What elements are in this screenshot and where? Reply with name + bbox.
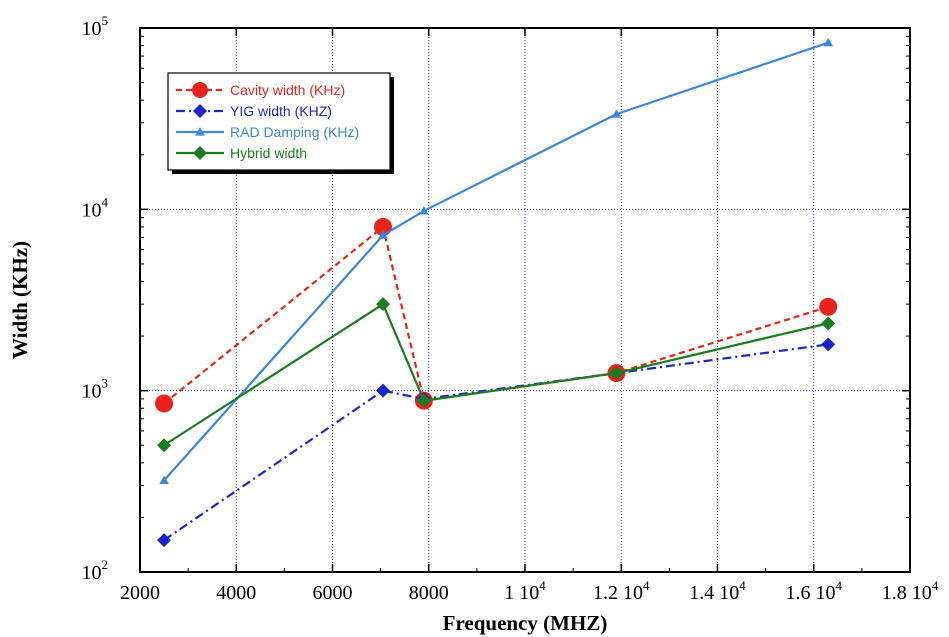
data-point [155,394,174,413]
y-tick-label: 105 [82,13,109,40]
x-tick-label-base: 2000 [120,582,160,604]
x-tick-label: 2000 [120,582,160,604]
data-point [378,230,388,239]
x-tick-label-base: 1.4 10 [689,582,739,604]
x-tick-label-base: 1.6 10 [786,582,836,604]
legend-item: Hybrid width [176,145,307,161]
x-axis-label: Frequency (MHZ) [443,611,608,635]
x-tick-label-base: 1.2 10 [593,582,643,604]
data-point [416,393,431,408]
data-point [157,438,172,453]
data-point [821,337,836,352]
x-tick-label-exp: 4 [539,578,546,593]
y-tick-label-base: 10 [82,562,102,584]
data-point [159,475,169,484]
data-point [823,37,833,47]
x-tick-label: 1.2 104 [593,578,650,604]
data-point [611,109,622,118]
legend-label: RAD Damping (KHz) [230,124,359,140]
y-tick-label-base: 10 [82,381,102,403]
series-0 [155,217,838,413]
x-tick-label-exp: 4 [932,578,939,593]
x-tick-label-exp: 4 [836,578,843,593]
series-3 [157,297,836,453]
legend-swatch-marker [193,104,207,118]
data-point [609,366,624,381]
series-line [163,302,829,447]
legend-item: RAD Damping (KHz) [176,124,359,140]
x-tick-label-base: 1 10 [504,582,539,604]
y-tick-label-exp: 4 [102,194,109,209]
series-line [163,343,829,541]
legend-label: YIG width (KHZ) [230,103,332,119]
x-tick-label-base: 6000 [313,582,353,604]
legend: Cavity width (KHz) YIG width (KHZ) RAD Dam… [167,72,394,174]
legend-swatch-marker [192,82,208,98]
x-tick-label-exp: 4 [643,578,650,593]
x-tick-label: 1 104 [504,578,546,604]
x-tick-label: 4000 [216,582,256,604]
data-point [821,316,836,331]
data-point [376,297,391,312]
y-tick-label: 103 [82,376,109,403]
data-point [419,206,429,215]
legend-swatch-marker [193,146,207,160]
legend-label: Hybrid width [230,145,307,161]
x-tick-label: 1.8 104 [882,578,939,604]
x-tick-label: 8000 [409,582,449,604]
x-tick-label-base: 8000 [409,582,449,604]
x-tick-label-base: 1.8 10 [882,582,932,604]
series-2 [159,37,833,484]
x-tick-label-exp: 4 [739,578,746,593]
y-tick-label-exp: 2 [102,557,109,572]
y-tick-label: 102 [82,557,109,584]
x-tick-label: 6000 [313,582,353,604]
y-tick-label-exp: 3 [102,376,109,391]
x-axis-ticks: 2000 4000 6000 8000 1 104 1.2 104 1.4 104 1.6 1… [120,28,939,604]
x-tick-label-base: 4000 [216,582,256,604]
data-point [157,533,172,548]
data-point [376,383,391,398]
legend-label: Cavity width (KHz) [230,82,345,98]
series-line [163,224,829,405]
x-tick-label: 1.6 104 [786,578,843,604]
x-tick-label: 1.4 104 [689,578,746,604]
legend-item: YIG width (KHZ) [176,103,332,119]
legend-item: Cavity width (KHz) [176,82,345,98]
y-axis-label: Width (KHz) [8,241,32,359]
y-tick-label-base: 10 [82,18,102,40]
series-layer [155,37,838,548]
series-1 [157,337,836,548]
legend-swatch-marker [195,127,205,136]
y-tick-label-exp: 5 [102,13,109,28]
data-point [819,297,838,316]
y-tick-label: 104 [82,194,109,221]
y-tick-label-base: 10 [82,199,102,221]
